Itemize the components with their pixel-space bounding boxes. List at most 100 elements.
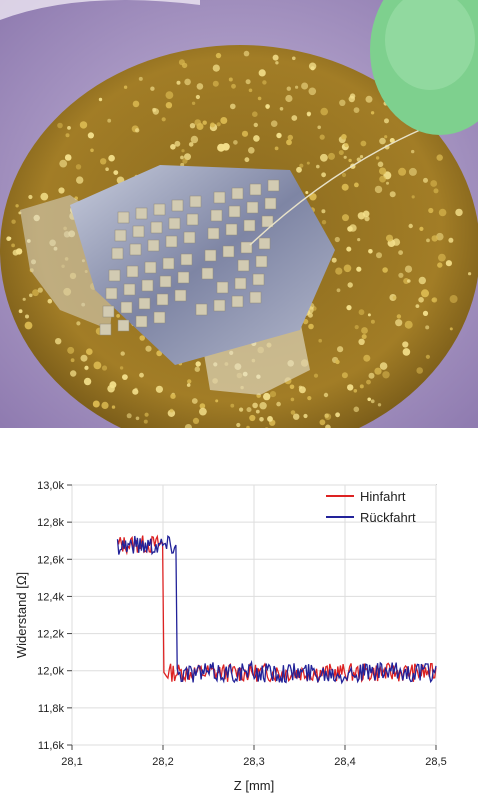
x-tick-label: 28,4 — [334, 756, 355, 768]
gold-bead — [246, 425, 250, 428]
gold-bead — [165, 91, 174, 99]
gold-bead — [392, 295, 397, 300]
x-axis-title: Z [mm] — [234, 778, 274, 793]
gold-bead — [384, 135, 388, 139]
gold-bead — [306, 161, 310, 165]
gold-bead — [196, 83, 204, 90]
gold-bead — [319, 134, 325, 140]
gold-bead — [101, 401, 109, 409]
electrode-pad — [153, 203, 166, 216]
gold-bead — [379, 362, 388, 370]
gold-bead — [407, 279, 411, 283]
gold-bead — [105, 167, 109, 171]
gold-bead — [323, 392, 329, 398]
electrode-pad — [237, 259, 250, 272]
gold-bead — [289, 384, 295, 390]
gold-bead — [255, 409, 260, 414]
electrode-pad — [99, 323, 112, 336]
gold-bead — [244, 157, 250, 163]
electrode-pad — [135, 207, 148, 220]
gold-bead — [210, 122, 215, 128]
gold-bead — [370, 399, 375, 404]
electrode-pad — [213, 191, 226, 204]
gold-bead — [126, 413, 132, 419]
electrode-pad — [123, 283, 136, 296]
gold-bead — [368, 249, 373, 254]
gold-bead — [186, 383, 191, 387]
gold-bead — [341, 134, 347, 140]
gold-bead — [107, 384, 115, 393]
gold-bead — [411, 149, 415, 154]
electrode-pad — [162, 257, 175, 270]
gold-bead — [342, 214, 349, 222]
gold-bead — [431, 297, 436, 303]
gold-bead — [426, 238, 430, 243]
gold-bead — [57, 122, 63, 129]
gold-bead — [430, 180, 438, 187]
gold-bead — [316, 164, 320, 169]
electrode-pad — [246, 201, 259, 214]
electrode-pad — [132, 225, 145, 238]
gold-bead — [408, 167, 417, 176]
gold-bead — [101, 365, 108, 371]
electrode-pad — [249, 183, 262, 196]
gold-bead — [377, 403, 382, 407]
gold-bead — [389, 138, 395, 143]
y-tick-label: 12,8k — [37, 517, 64, 529]
gold-bead — [309, 193, 317, 201]
electrode-pad — [231, 295, 244, 308]
gold-bead — [358, 338, 365, 345]
gold-bead — [144, 412, 149, 417]
gold-bead — [335, 412, 340, 418]
gold-bead — [349, 224, 357, 232]
gold-bead — [360, 140, 367, 147]
electrode-pad — [138, 297, 151, 310]
electrode-pad — [105, 287, 118, 300]
gold-bead — [321, 220, 327, 225]
gold-bead — [321, 209, 326, 214]
gold-bead — [75, 164, 82, 170]
gold-bead — [421, 289, 429, 298]
gold-bead — [155, 385, 163, 393]
gold-bead — [252, 111, 258, 117]
electrode-pad — [225, 223, 238, 236]
gold-bead — [367, 397, 372, 402]
gold-bead — [425, 354, 430, 359]
electrode-pad — [102, 305, 115, 318]
gold-bead — [40, 192, 49, 201]
gold-bead — [24, 321, 33, 330]
gold-bead — [55, 338, 62, 345]
gold-bead — [359, 155, 364, 159]
gold-bead — [216, 122, 221, 127]
gold-bead — [267, 416, 273, 422]
gold-bead — [376, 252, 382, 259]
gold-bead — [11, 243, 16, 248]
series-lines — [116, 534, 437, 685]
gold-bead — [335, 267, 343, 275]
gold-bead — [468, 272, 472, 276]
electrode-pad — [231, 187, 244, 200]
gold-bead — [292, 56, 296, 61]
gold-bead — [428, 207, 434, 214]
gold-bead — [212, 80, 219, 87]
electrode-pad — [168, 217, 181, 230]
gold-bead — [344, 143, 349, 148]
gold-bead — [64, 154, 72, 161]
gold-bead — [194, 366, 200, 372]
gold-bead — [84, 365, 89, 371]
gold-bead — [341, 172, 347, 178]
gold-bead — [335, 359, 340, 365]
gold-bead — [202, 120, 207, 125]
gold-bead — [338, 150, 344, 156]
gold-bead — [353, 406, 360, 413]
electrode-pad — [126, 265, 139, 278]
gold-bead — [354, 325, 359, 330]
gold-bead — [341, 183, 349, 191]
electrode-pad — [264, 197, 277, 210]
gold-bead — [246, 407, 252, 413]
gold-bead — [169, 408, 174, 413]
gold-bead — [138, 76, 143, 81]
gold-bead — [418, 276, 426, 285]
gold-bead — [269, 391, 277, 398]
electrode-pad — [120, 301, 133, 314]
